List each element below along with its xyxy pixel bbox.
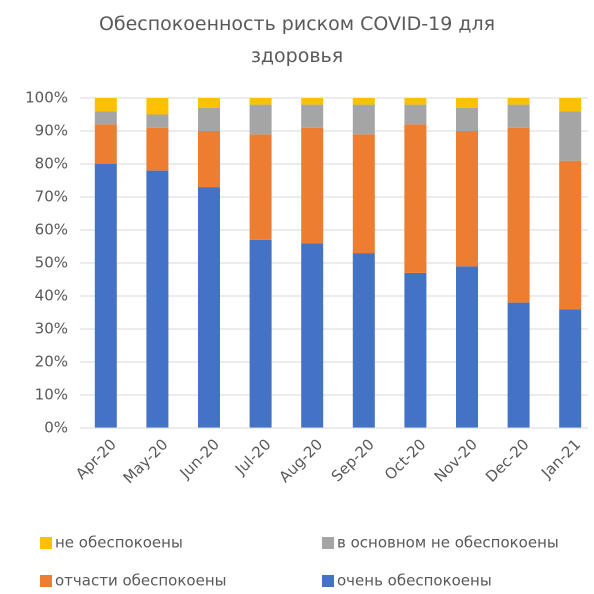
bar-segment bbox=[404, 104, 427, 125]
bar-segment bbox=[456, 131, 478, 267]
legend-swatch bbox=[40, 575, 52, 587]
x-tick-label: Jun-20 bbox=[176, 435, 223, 482]
legend-label: отчасти обеспокоены bbox=[55, 572, 226, 590]
bar-segment bbox=[404, 272, 427, 428]
bar-segment bbox=[301, 104, 324, 128]
legend-swatch bbox=[40, 537, 52, 549]
bar-segment bbox=[352, 104, 375, 135]
legend-label: не обеспокоены bbox=[55, 534, 183, 552]
y-tick-label: 60% bbox=[35, 221, 68, 239]
bar-segment bbox=[249, 104, 272, 135]
y-tick-label: 70% bbox=[35, 188, 68, 206]
bar-segment bbox=[404, 98, 427, 105]
bar-segment bbox=[559, 309, 582, 428]
bar-segment bbox=[559, 160, 582, 310]
x-tick-label: May-20 bbox=[120, 435, 172, 487]
y-tick-label: 50% bbox=[35, 254, 68, 272]
bar-segment bbox=[198, 107, 220, 131]
x-tick-label: Jan-21 bbox=[537, 435, 584, 482]
bar-segment bbox=[352, 253, 375, 428]
x-tick-label: Aug-20 bbox=[275, 435, 326, 486]
bar-segment bbox=[146, 127, 169, 171]
y-tick-label: 40% bbox=[35, 287, 68, 305]
bar-segment bbox=[352, 134, 375, 254]
bar-segment bbox=[249, 98, 272, 105]
bar-segment bbox=[559, 111, 582, 161]
bar-segment bbox=[94, 111, 117, 125]
x-tick-label: Jul-20 bbox=[231, 435, 275, 479]
bar-segment bbox=[146, 98, 169, 115]
bar-segment bbox=[301, 127, 324, 244]
y-tick-label: 90% bbox=[35, 122, 68, 140]
bar-segment bbox=[94, 98, 117, 112]
y-tick-label: 100% bbox=[25, 89, 68, 107]
x-tick-label: Sep-20 bbox=[328, 435, 378, 485]
bar-segment bbox=[94, 164, 117, 428]
bar-segment bbox=[94, 124, 117, 164]
bar-segment bbox=[198, 98, 220, 108]
bar-segment bbox=[456, 107, 478, 131]
bar-segment bbox=[249, 239, 272, 428]
bar-segment bbox=[559, 98, 582, 112]
legend-label: очень обеспокоены bbox=[337, 572, 492, 590]
bar-segment bbox=[146, 114, 169, 128]
y-tick-label: 80% bbox=[35, 155, 68, 173]
bar-segment bbox=[198, 187, 220, 428]
x-tick-label: Nov-20 bbox=[431, 435, 481, 485]
bar-segment bbox=[507, 98, 530, 105]
chart-title: Обеспокоенность риском COVID-19 для здор… bbox=[98, 13, 496, 67]
x-tick-label: Oct-20 bbox=[381, 435, 429, 483]
y-tick-label: 20% bbox=[35, 353, 68, 371]
y-tick-label: 0% bbox=[44, 419, 68, 437]
bar-segment bbox=[301, 243, 324, 428]
x-tick-label: Apr-20 bbox=[72, 435, 120, 483]
bar-segment bbox=[507, 302, 530, 428]
legend-label: в основном не обеспокоены bbox=[337, 534, 559, 552]
bar-segment bbox=[507, 104, 530, 128]
x-tick-label: Dec-20 bbox=[482, 435, 533, 486]
bar-segment bbox=[507, 127, 530, 303]
legend-swatch bbox=[322, 575, 334, 587]
bar-segment bbox=[456, 266, 478, 428]
bar-segment bbox=[301, 98, 324, 105]
bar-segment bbox=[404, 124, 427, 273]
legend-swatch bbox=[322, 537, 334, 549]
bar-segment bbox=[146, 170, 169, 428]
y-tick-label: 30% bbox=[35, 320, 68, 338]
bar-segment bbox=[352, 98, 375, 105]
bar-segment bbox=[249, 134, 272, 240]
y-tick-label: 10% bbox=[35, 386, 68, 404]
bar-segment bbox=[456, 98, 478, 108]
bar-segment bbox=[198, 131, 220, 188]
